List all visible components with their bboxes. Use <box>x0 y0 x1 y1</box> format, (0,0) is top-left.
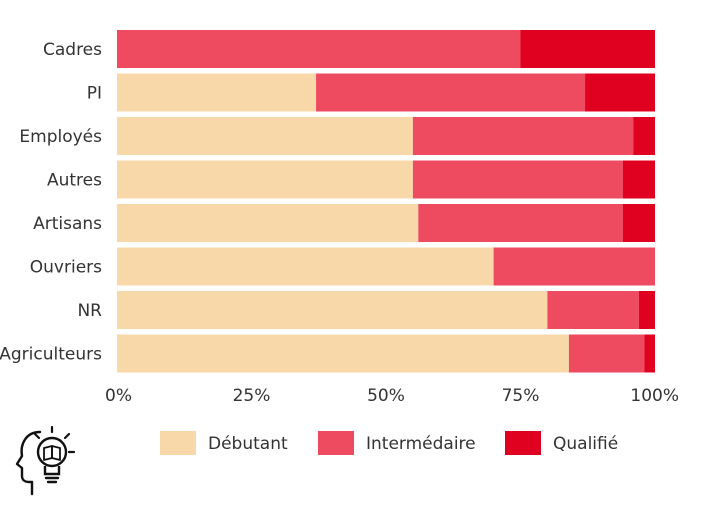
category-labels: Cadres PI Employés Autres Artisans Ouvriers NR… <box>0 40 102 365</box>
head-book-bulb-icon <box>14 424 78 508</box>
legend-label-intermedaire: Intermédaire <box>366 434 476 454</box>
category-label-nr: NR <box>77 301 102 321</box>
category-label-pi: PI <box>87 84 102 104</box>
category-label-ouvriers: Ouvriers <box>30 258 102 278</box>
bar-cadres-qualifie <box>520 30 655 68</box>
legend: Débutant Intermédaire Qualifié <box>160 431 618 455</box>
bar-employes-debutant <box>117 117 413 155</box>
bar-pi-debutant <box>117 73 317 112</box>
bar-nr-qualifie <box>638 291 655 329</box>
bar-autres-debutant <box>117 160 413 199</box>
legend-swatch-debutant <box>160 431 196 455</box>
legend-swatch-qualifie <box>505 431 541 455</box>
x-tick-100: 100% <box>630 386 679 406</box>
bar-ouvriers-debutant <box>117 247 494 286</box>
bar-pi-intermedaire <box>316 73 586 112</box>
x-axis-ticks: 0% 25% 50% 75% 100% <box>105 386 679 406</box>
x-tick-50: 50% <box>367 386 405 406</box>
legend-swatch-intermedaire <box>318 431 354 455</box>
x-tick-25: 25% <box>233 386 271 406</box>
x-tick-75: 75% <box>502 386 540 406</box>
bar-autres-qualifie <box>622 160 655 199</box>
bar-ouvriers-intermedaire <box>493 247 655 286</box>
category-label-cadres: Cadres <box>43 40 102 60</box>
bar-employes-intermedaire <box>412 117 634 155</box>
bar-agriculteurs-debutant <box>117 334 569 373</box>
x-tick-0: 0% <box>105 386 132 406</box>
bar-artisans-qualifie <box>622 204 655 242</box>
bar-cadres-intermedaire <box>117 30 521 68</box>
category-label-artisans: Artisans <box>33 214 102 234</box>
bar-artisans-debutant <box>117 204 419 242</box>
bar-nr-debutant <box>117 291 548 329</box>
bar-agriculteurs-qualifie <box>644 334 655 373</box>
bar-autres-intermedaire <box>412 160 623 199</box>
category-label-autres: Autres <box>47 171 102 191</box>
category-label-agriculteurs: Agriculteurs <box>0 345 102 365</box>
bars-group <box>117 30 655 373</box>
bar-nr-intermedaire <box>547 291 639 329</box>
legend-label-debutant: Débutant <box>208 434 288 454</box>
bar-pi-qualifie <box>585 73 655 112</box>
category-label-employes: Employés <box>19 127 102 147</box>
bar-employes-qualifie <box>633 117 655 155</box>
bar-artisans-intermedaire <box>418 204 623 242</box>
legend-label-qualifie: Qualifié <box>553 434 618 454</box>
bar-agriculteurs-intermedaire <box>568 334 645 373</box>
